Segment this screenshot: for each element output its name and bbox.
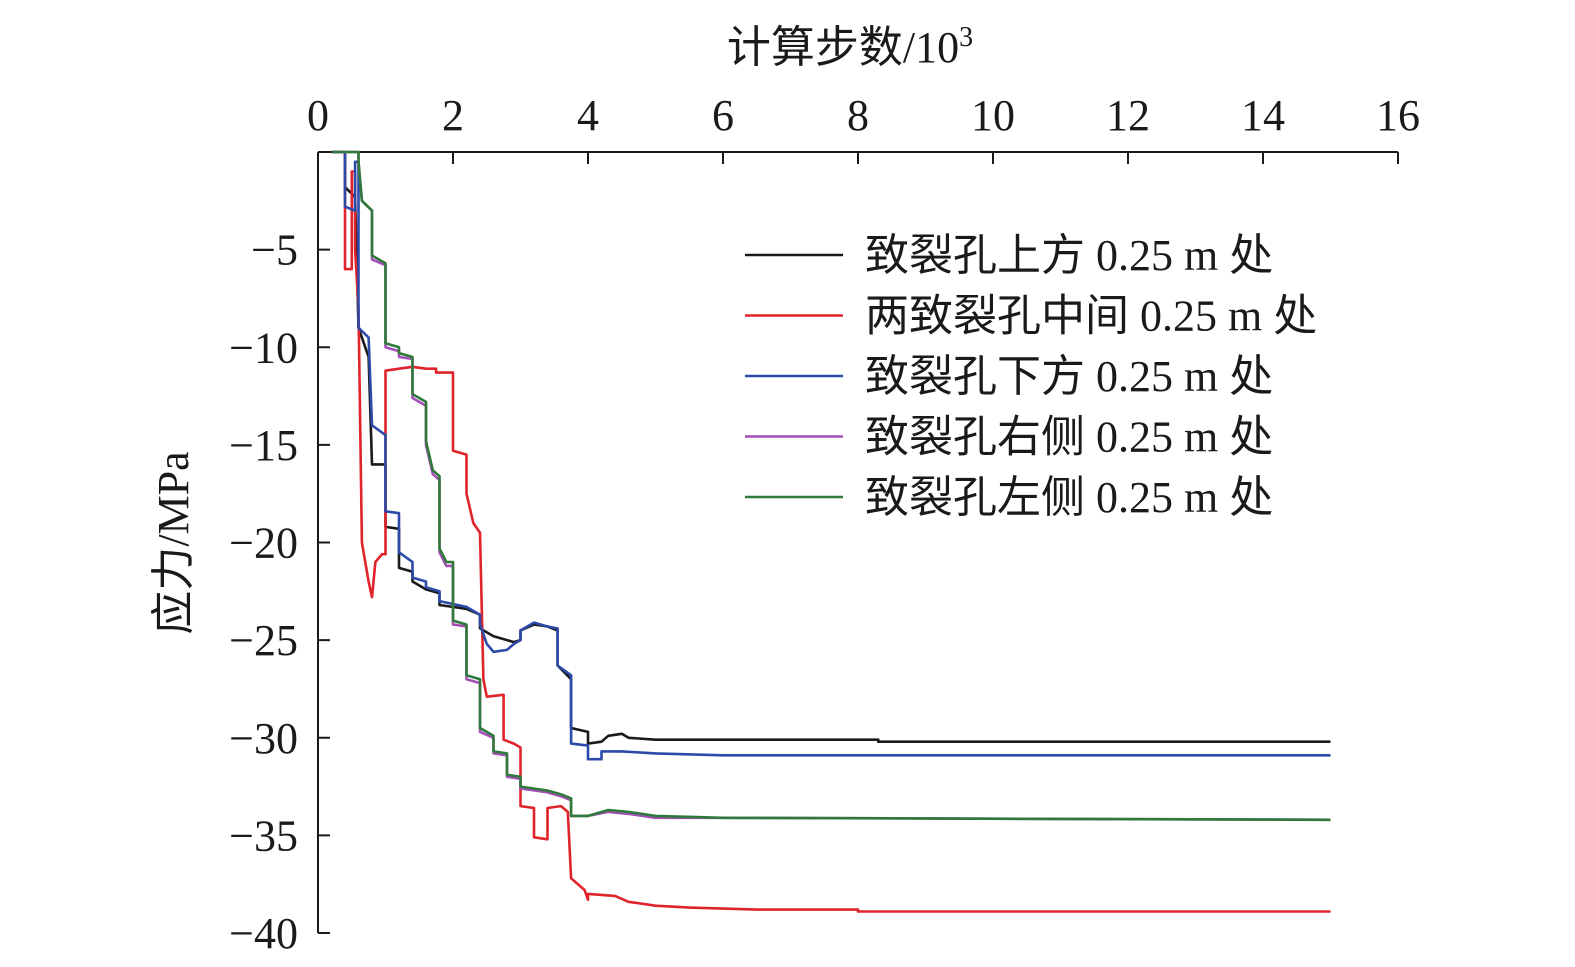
y-tick-label: −30 bbox=[229, 714, 298, 763]
x-tick-label: 10 bbox=[971, 91, 1015, 140]
x-axis-title: 计算步数/103 bbox=[727, 22, 973, 72]
x-tick-label: 8 bbox=[847, 91, 869, 140]
y-tick-label: −15 bbox=[229, 421, 298, 470]
x-tick-label: 6 bbox=[712, 91, 734, 140]
x-ticks: 0 2 4 6 8 10 12 14 16 bbox=[307, 91, 1420, 164]
x-axis-title-superscript: 3 bbox=[959, 22, 973, 53]
x-axis-title-text: 计算步数/10 bbox=[727, 23, 959, 72]
series-line-1 bbox=[331, 150, 1331, 745]
y-ticks: −5 −10 −15 −20 −25 −30 −35 −40 bbox=[229, 226, 330, 958]
series-line-5 bbox=[331, 150, 1331, 822]
legend-label-5: 致裂孔左侧 0.25 m 处 bbox=[865, 473, 1273, 522]
x-tick-label: 12 bbox=[1106, 91, 1150, 140]
x-tick-label: 2 bbox=[442, 91, 464, 140]
y-tick-label: −20 bbox=[229, 519, 298, 568]
y-tick-label: −25 bbox=[229, 616, 298, 665]
legend-label-4: 致裂孔右侧 0.25 m 处 bbox=[865, 413, 1273, 462]
legend-label-3: 致裂孔下方 0.25 m 处 bbox=[865, 352, 1273, 401]
legend-label-2: 两致裂孔中间 0.25 m 处 bbox=[865, 292, 1317, 341]
x-tick-label: 4 bbox=[577, 91, 599, 140]
axes: 0 2 4 6 8 10 12 14 16 −5 −10 −15 −20 −25 −30 −35 −40 bbox=[229, 91, 1420, 958]
plot-lines bbox=[331, 150, 1331, 913]
y-tick-label: −10 bbox=[229, 323, 298, 372]
y-tick-label: −35 bbox=[229, 811, 298, 860]
series-line-2 bbox=[331, 150, 1331, 913]
legend-label-1: 致裂孔上方 0.25 m 处 bbox=[865, 231, 1273, 280]
y-tick-label: −40 bbox=[229, 909, 298, 958]
x-tick-label: 0 bbox=[307, 91, 329, 140]
y-axis-title: 应力/MPa bbox=[149, 451, 198, 634]
x-tick-label: 14 bbox=[1241, 91, 1285, 140]
x-tick-label: 16 bbox=[1376, 91, 1420, 140]
series-line-3 bbox=[331, 150, 1331, 761]
y-tick-label: −5 bbox=[251, 226, 298, 275]
